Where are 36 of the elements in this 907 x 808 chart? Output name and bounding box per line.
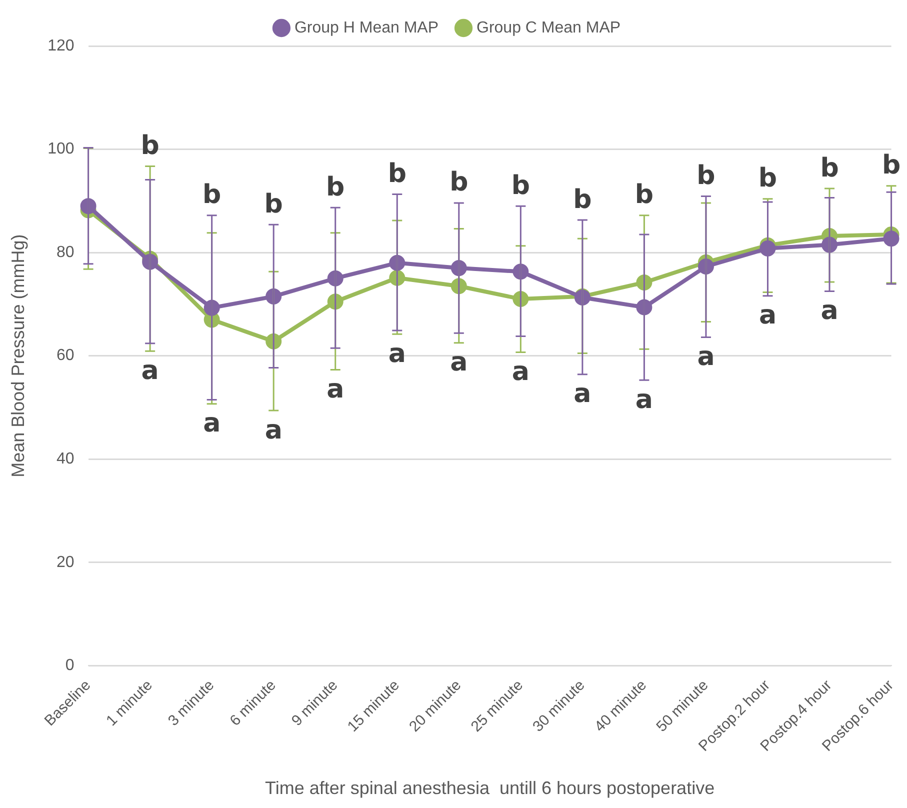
y-axis-title: Mean Blood Pressure (mmHg) <box>8 234 28 478</box>
annotation: a <box>512 356 530 387</box>
annotation: b <box>573 184 592 215</box>
annotation: b <box>388 158 406 189</box>
annotation: b <box>140 131 160 162</box>
annotation: a <box>264 415 282 446</box>
annotation: a <box>203 408 221 439</box>
y-tick-label: 100 <box>48 140 74 158</box>
y-tick-label: 40 <box>56 450 74 468</box>
annotation: a <box>635 384 653 415</box>
annotation: a <box>388 338 406 369</box>
annotation: b <box>696 161 716 192</box>
annotation: a <box>141 356 159 386</box>
y-tick-label: 60 <box>56 347 74 364</box>
annotation: a <box>574 379 592 410</box>
annotation: a <box>820 296 838 326</box>
y-tick-label: 0 <box>65 657 74 674</box>
annotation: b <box>202 180 222 210</box>
y-tick-label: 20 <box>56 554 74 571</box>
x-axis-title: Time after spinal anesthesia untill 6 hours postoperative <box>264 778 715 798</box>
annotation: b <box>326 172 345 202</box>
y-tick-label: 120 <box>48 37 74 54</box>
annotation: b <box>882 150 901 181</box>
annotation: b <box>450 168 468 198</box>
annotation: b <box>634 180 654 210</box>
annotation: a <box>450 348 468 378</box>
annotation: a <box>758 300 777 331</box>
annotation: a <box>326 374 344 405</box>
y-tick-label: 80 <box>56 244 74 261</box>
annotation: a <box>697 342 715 372</box>
legend-label: Group H Mean MAP <box>294 19 439 36</box>
annotation: b <box>820 153 839 184</box>
legend-label: Group C Mean MAP <box>476 19 621 36</box>
annotation: b <box>511 170 530 201</box>
annotation: b <box>758 164 778 194</box>
annotation: b <box>264 189 283 220</box>
